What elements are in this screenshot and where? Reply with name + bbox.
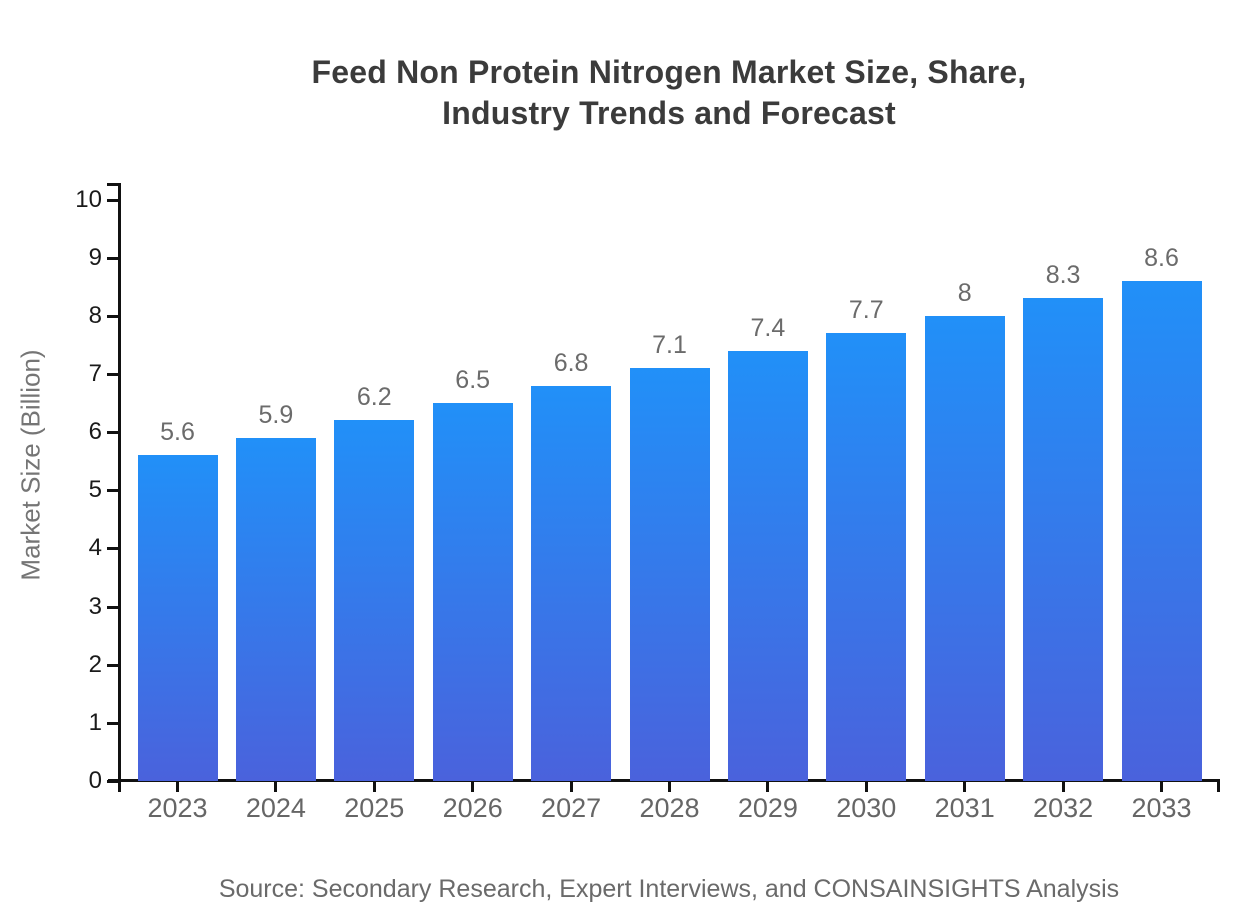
y-axis-tick-label: 10 xyxy=(75,185,102,213)
bar-2024 xyxy=(235,437,316,781)
x-axis-tick-label: 2032 xyxy=(1033,793,1094,823)
y-axis-end-tick xyxy=(107,183,119,186)
y-axis-tick xyxy=(107,198,119,202)
bar-2033 xyxy=(1121,280,1202,781)
x-axis-tick-label: 2033 xyxy=(1131,793,1192,823)
bar-value-label: 6.5 xyxy=(455,366,491,395)
x-axis-tick xyxy=(1160,781,1163,792)
x-axis-tick-label: 2028 xyxy=(639,793,700,823)
y-axis-tick-label: 4 xyxy=(88,534,102,562)
bar-value-label: 8 xyxy=(957,278,972,307)
y-axis-tick-label: 9 xyxy=(88,243,102,271)
chart-title: Feed Non Protein Nitrogen Market Size, S… xyxy=(118,52,1220,134)
y-axis-tick-label: 1 xyxy=(88,708,102,736)
bar-2028 xyxy=(629,368,710,781)
y-axis-tick xyxy=(107,372,119,376)
x-axis-tick xyxy=(471,781,475,792)
x-axis-tick xyxy=(963,781,967,792)
y-axis-tick xyxy=(107,663,119,667)
y-axis-tick-label: 3 xyxy=(88,592,102,620)
bar-2023 xyxy=(137,455,218,781)
x-axis-tick xyxy=(766,781,770,792)
x-axis-tick-label: 2027 xyxy=(541,793,602,823)
y-axis-tick-label: 7 xyxy=(88,359,102,387)
y-axis-tick-label: 2 xyxy=(88,650,102,678)
bar-value-label: 5.9 xyxy=(258,400,294,429)
y-axis-tick xyxy=(107,547,119,551)
x-axis-tick xyxy=(372,781,376,792)
x-axis-tick xyxy=(274,781,278,792)
x-axis-tick-label: 2026 xyxy=(442,793,503,823)
bar-value-label: 6.2 xyxy=(356,383,392,412)
bar-value-label: 7.4 xyxy=(750,313,786,342)
y-axis-tick-label: 0 xyxy=(88,767,102,794)
x-axis-tick-label: 2024 xyxy=(245,793,306,823)
bar-2032 xyxy=(1023,298,1104,781)
y-axis-tick xyxy=(107,489,119,493)
bar-2030 xyxy=(826,333,907,781)
y-axis-tick xyxy=(107,256,119,260)
y-axis-tick xyxy=(107,314,119,318)
y-axis-tick xyxy=(107,780,119,783)
bar-value-label: 8.6 xyxy=(1144,243,1179,272)
x-axis-tick-label: 2023 xyxy=(147,793,208,823)
bar-2029 xyxy=(727,350,808,781)
x-axis-end-tick-right xyxy=(1217,781,1220,792)
source-note: Source: Secondary Research, Expert Inter… xyxy=(218,875,1120,903)
chart-title-line2: Industry Trends and Forecast xyxy=(442,95,896,131)
x-axis-tick-label: 2030 xyxy=(836,793,897,823)
bar-value-label: 8.3 xyxy=(1045,261,1081,290)
y-axis-tick-label: 5 xyxy=(88,476,102,504)
bar-value-label: 7.1 xyxy=(652,331,687,360)
bar-value-label: 7.7 xyxy=(848,296,884,325)
x-axis-tick-label: 2029 xyxy=(737,793,798,823)
y-axis-tick-label: 6 xyxy=(88,418,102,446)
bar-2027 xyxy=(531,385,612,781)
bar-2031 xyxy=(924,315,1005,781)
y-axis-line xyxy=(118,183,121,792)
x-axis-tick xyxy=(1061,781,1065,792)
x-axis-tick xyxy=(569,781,573,792)
x-axis-end-tick-left xyxy=(118,781,121,792)
x-axis-tick-label: 2031 xyxy=(934,793,995,823)
y-axis-tick xyxy=(107,721,119,725)
bar-value-label: 5.6 xyxy=(160,418,195,447)
y-axis-tick-label: 8 xyxy=(88,301,102,329)
bar-value-label: 6.8 xyxy=(553,348,589,377)
x-axis-tick xyxy=(668,781,671,792)
x-axis-tick xyxy=(176,781,179,792)
bar-2025 xyxy=(334,420,415,781)
y-axis-tick xyxy=(107,605,119,609)
y-axis-tick xyxy=(107,431,119,435)
x-axis-tick-label: 2025 xyxy=(344,793,405,823)
x-axis-tick xyxy=(864,781,868,792)
bar-2026 xyxy=(432,403,513,781)
chart-title-line1: Feed Non Protein Nitrogen Market Size, S… xyxy=(311,54,1027,90)
